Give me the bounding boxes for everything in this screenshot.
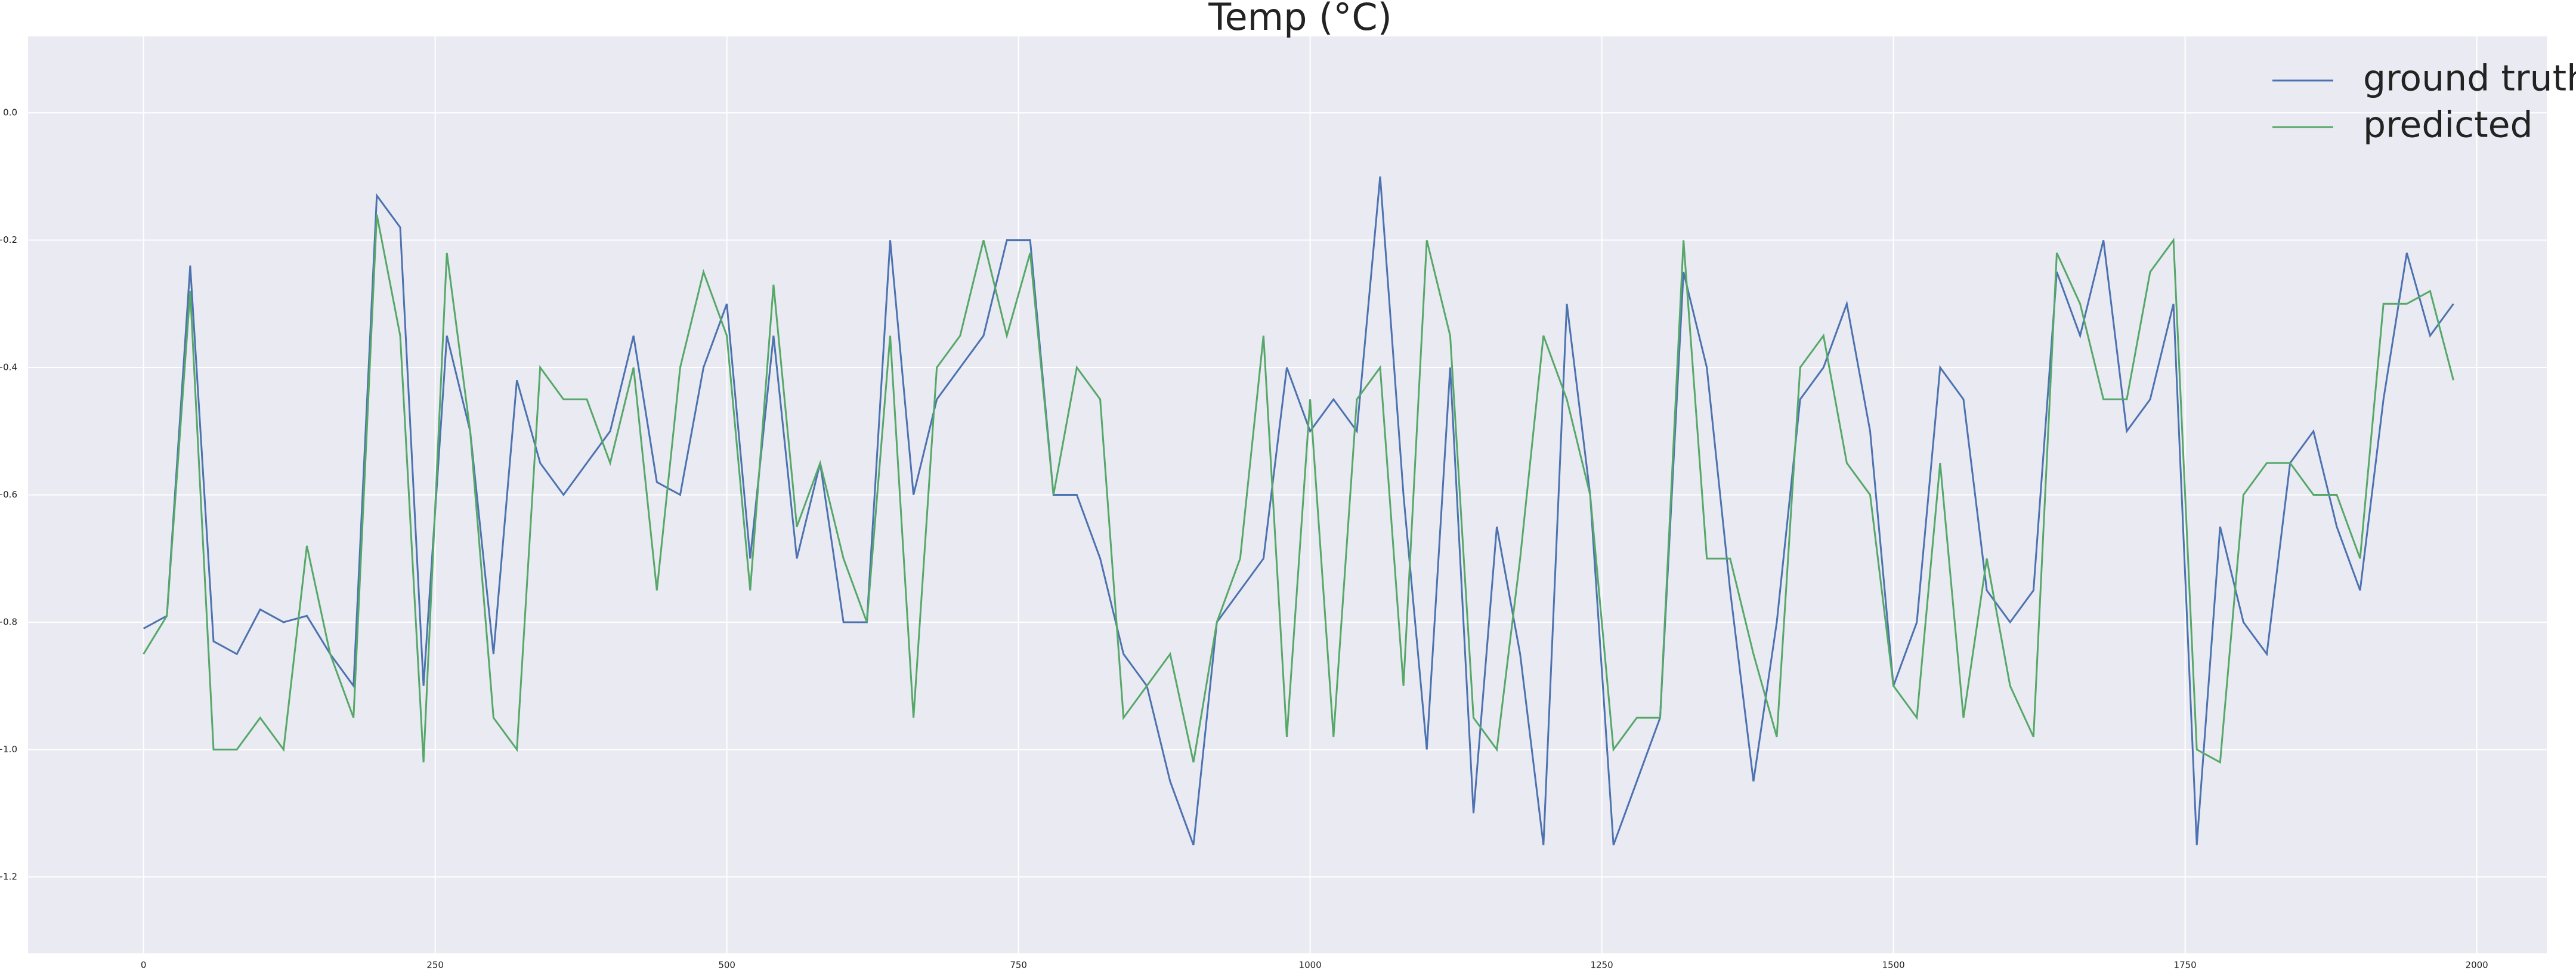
x-tick-label: 1000 — [1299, 960, 1322, 971]
y-tick-label: −0.6 — [0, 489, 17, 500]
x-tick-label: 500 — [718, 960, 735, 971]
x-tick-label: 0 — [141, 960, 147, 971]
x-tick-label: 2000 — [2466, 960, 2488, 971]
x-tick-label: 750 — [1010, 960, 1027, 971]
y-tick-label: −1.2 — [0, 871, 17, 882]
line — [143, 176, 2454, 846]
y-tick-label: −0.2 — [0, 234, 17, 245]
y-tick-label: −1.0 — [0, 744, 17, 755]
legend-label: ground truth — [2363, 58, 2576, 100]
y-tick-label: −0.8 — [0, 616, 17, 627]
x-tick-label: 250 — [426, 960, 444, 971]
legend-label: predicted — [2363, 104, 2533, 146]
x-tick-label: 1250 — [1591, 960, 1613, 971]
y-tick-label: −0.4 — [0, 362, 17, 373]
x-tick-label: 1750 — [2174, 960, 2197, 971]
line — [143, 214, 2454, 764]
y-tick-label: 0.0 — [3, 107, 17, 118]
x-tick-label: 1500 — [1882, 960, 1905, 971]
chart-title: Temp (°C) — [1208, 0, 1392, 39]
